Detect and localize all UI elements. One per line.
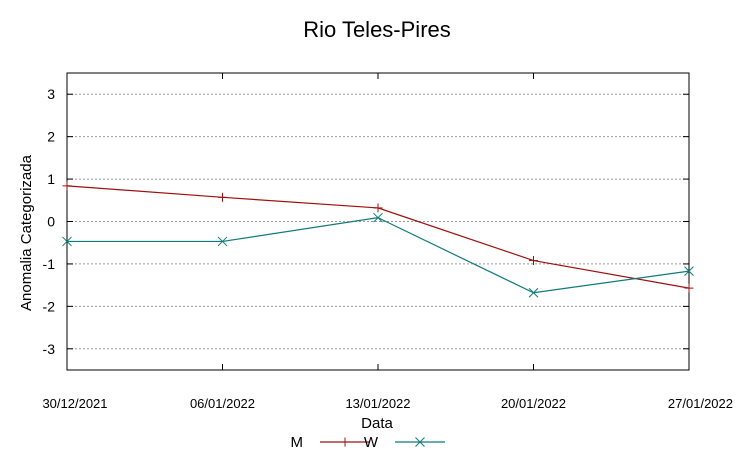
data-point-M — [62, 181, 72, 191]
x-axis: 30/12/2021 06/01/2022 13/01/2022 20/01/2022… — [42, 73, 733, 411]
data-point-W — [217, 236, 228, 247]
series-line-W — [67, 217, 690, 294]
chart-title: Rio Teles-Pires — [303, 17, 451, 42]
series-layer — [62, 181, 694, 298]
data-point-W — [62, 236, 72, 247]
x-tick-label: 13/01/2022 — [345, 396, 410, 411]
legend-label-M: M — [291, 434, 304, 451]
x-axis-label: Data — [361, 415, 393, 432]
data-point-M — [684, 283, 694, 293]
legend-marker-W — [415, 437, 425, 447]
data-point-M — [373, 203, 383, 213]
y-tick-label: -1 — [43, 256, 56, 272]
y-axis: 3 2 1 0 -1 -2 -3 — [43, 86, 689, 357]
y-axis-label: Anomalia Categorizada — [18, 154, 35, 311]
legend-label-W: W — [364, 434, 379, 451]
x-tick-label: 06/01/2022 — [190, 396, 255, 411]
data-point-W — [684, 266, 694, 276]
data-point-W — [373, 212, 383, 223]
y-tick-label: 1 — [47, 171, 55, 187]
y-tick-label: -3 — [43, 341, 56, 357]
y-tick-label: 2 — [47, 129, 55, 145]
data-point-M — [529, 256, 538, 266]
y-tick-label: 0 — [47, 214, 55, 230]
y-tick-label: -2 — [43, 298, 56, 314]
data-point-M — [218, 192, 227, 202]
grid-lines — [67, 93, 689, 350]
x-tick-label: 30/12/2021 — [42, 396, 107, 411]
legend-marker-M — [340, 437, 350, 447]
x-tick-label: 20/01/2022 — [501, 396, 566, 411]
series-line-M — [66, 185, 690, 289]
y-tick-label: 3 — [47, 86, 55, 102]
x-tick-label: 27/01/2022 — [668, 396, 733, 411]
data-point-W — [528, 287, 539, 298]
